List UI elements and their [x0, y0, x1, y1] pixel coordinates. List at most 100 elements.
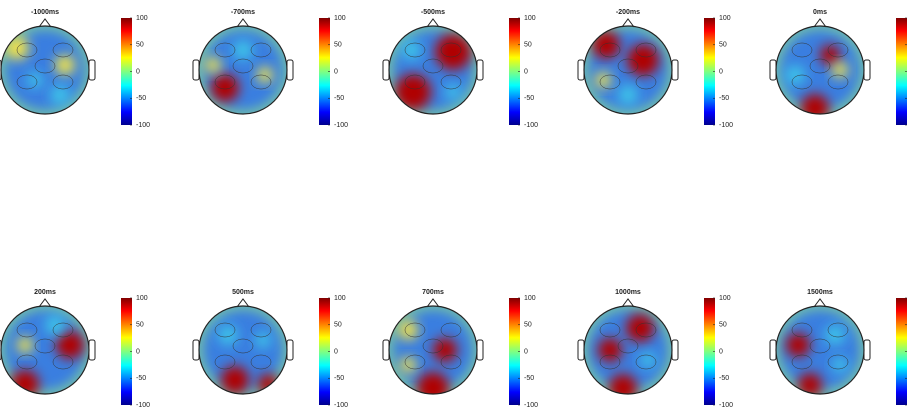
activity-blob — [618, 85, 638, 105]
panel-title: -200ms — [616, 9, 640, 16]
topomap-panel: 1500ms100500-50-100 — [770, 289, 910, 408]
activity-blob — [233, 40, 253, 60]
left-ear — [193, 340, 199, 360]
panel-title: 500ms — [232, 289, 254, 296]
activity-blob — [820, 45, 840, 65]
panel-title: 1500ms — [807, 289, 833, 296]
right-ear — [864, 60, 870, 80]
colorbar-tick-label: 100 — [136, 295, 148, 302]
left-ear — [383, 340, 389, 360]
colorbar-tick-label: -50 — [719, 95, 729, 102]
activity-blob — [17, 337, 33, 353]
colorbar-tick-label: 0 — [334, 68, 338, 75]
activity-blob — [592, 31, 620, 59]
right-ear — [287, 340, 293, 360]
activity-blob — [205, 57, 221, 73]
scalp-map — [387, 24, 479, 116]
colorbar-tick-label: -100 — [524, 122, 538, 129]
activity-blob — [640, 352, 656, 368]
colorbar-tick-label: 100 — [719, 15, 731, 22]
right-ear — [89, 60, 95, 80]
left-ear — [770, 60, 776, 80]
scalp-map — [197, 24, 289, 116]
activity-blob — [11, 370, 39, 398]
colorbar-tick-label: -100 — [136, 402, 150, 408]
activity-blob — [627, 44, 659, 76]
colorbar-tick-label: 100 — [719, 295, 731, 302]
activity-blob — [801, 94, 829, 122]
page: -1000ms100500-50-100-700ms100500-50-100-… — [0, 0, 910, 408]
panel-title: 1000ms — [615, 289, 641, 296]
colorbar-tick-label: 50 — [524, 322, 532, 329]
scalp-map — [197, 304, 289, 396]
right-ear — [477, 60, 483, 80]
activity-blob — [433, 338, 457, 362]
left-ear — [578, 60, 584, 80]
colorbar-tick-label: -100 — [719, 122, 733, 129]
colorbar-tick-label: -50 — [719, 375, 729, 382]
colorbar-tick-label: 100 — [524, 15, 536, 22]
left-ear — [578, 340, 584, 360]
colorbar-tick-label: 100 — [136, 15, 148, 22]
right-ear — [672, 340, 678, 360]
topomap-panel: -700ms100500-50-100 — [193, 9, 348, 129]
right-ear — [477, 340, 483, 360]
activity-blob — [395, 74, 431, 110]
panel-title: 0ms — [813, 9, 827, 16]
colorbar-tick-label: 0 — [524, 348, 528, 355]
left-ear — [383, 60, 389, 80]
topomap-panel: -500ms100500-50-100 — [383, 9, 538, 129]
panel-title: 200ms — [34, 289, 56, 296]
scalp-map — [774, 24, 866, 122]
activity-blob — [609, 374, 637, 402]
activity-blob — [211, 74, 239, 102]
scalp-map — [0, 24, 91, 116]
colorbar-tick-label: -50 — [334, 95, 344, 102]
colorbar-tick-label: 50 — [524, 42, 532, 49]
colorbar-tick-label: 100 — [334, 15, 346, 22]
colorbar-tick-label: 0 — [719, 68, 723, 75]
colorbar-tick-label: 0 — [719, 348, 723, 355]
activity-blob — [401, 40, 421, 60]
colorbar-tick-label: 50 — [719, 322, 727, 329]
right-ear — [672, 60, 678, 80]
colorbar-tick-label: -50 — [136, 375, 146, 382]
topomap-panel: 1000ms 100 50 0 -50 -100 — [578, 289, 733, 408]
colorbar-tick-label: 100 — [334, 295, 346, 302]
colorbar-tick-label: 50 — [136, 322, 144, 329]
right-ear — [864, 340, 870, 360]
colorbar-tick-label: -50 — [524, 375, 534, 382]
left-ear — [193, 60, 199, 80]
activity-blob — [435, 34, 471, 70]
activity-blob — [27, 72, 43, 88]
colorbar-tick-label: -100 — [719, 402, 733, 408]
activity-blob — [5, 36, 29, 60]
right-ear — [89, 340, 95, 360]
scalp-map — [774, 304, 866, 397]
topomap-panel: -200ms100500-50-100 — [578, 9, 733, 129]
activity-blob — [832, 357, 848, 373]
scalp-map — [582, 304, 674, 402]
colorbar-tick-label: -100 — [334, 402, 348, 408]
colorbar-tick-label: 50 — [136, 42, 144, 49]
panel-title: -700ms — [231, 9, 255, 16]
scalp-base — [0, 24, 91, 116]
scalp-map — [387, 304, 479, 404]
activity-blob — [50, 85, 70, 105]
colorbar-tick-label: 50 — [334, 322, 342, 329]
topomap-panel: -1000ms100500-50-100 — [0, 9, 150, 129]
colorbar-tick-label: 0 — [136, 348, 140, 355]
activity-blob — [595, 72, 611, 88]
colorbar-tick-label: -50 — [524, 95, 534, 102]
figure: -1000ms100500-50-100-700ms100500-50-100-… — [0, 0, 910, 408]
scalp-map — [582, 24, 674, 116]
activity-blob — [55, 55, 75, 75]
colorbar-tick-label: -100 — [334, 122, 348, 129]
colorbar-tick-label: -50 — [136, 95, 146, 102]
scalp-base — [387, 24, 479, 116]
activity-blob — [45, 315, 65, 335]
colorbar-tick-label: -100 — [524, 402, 538, 408]
